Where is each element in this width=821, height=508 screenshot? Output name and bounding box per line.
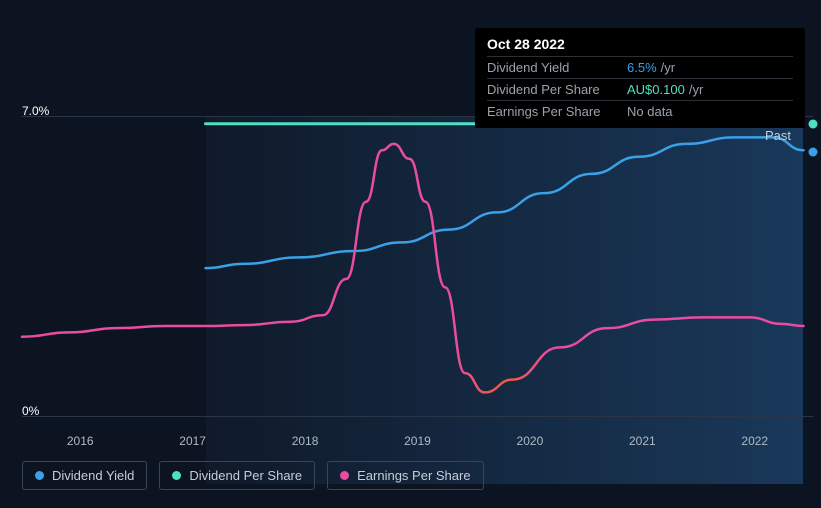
legend-label: Dividend Yield	[52, 468, 134, 483]
legend-label: Earnings Per Share	[357, 468, 470, 483]
chart-legend: Dividend Yield Dividend Per Share Earnings…	[22, 461, 484, 490]
tooltip-row-value: No data	[627, 104, 673, 119]
tooltip-row-unit: /yr	[689, 82, 703, 97]
legend-item-earnings-per-share[interactable]: Earnings Per Share	[327, 461, 483, 490]
tooltip-row-label: Earnings Per Share	[487, 104, 627, 119]
legend-dot-icon	[340, 471, 349, 480]
x-axis-tick: 2019	[361, 434, 473, 448]
x-axis-tick: 2021	[586, 434, 698, 448]
tooltip-row-label: Dividend Per Share	[487, 82, 627, 97]
dividend-chart: 7.0% 0% Past Oct 28 2022 Dividend Yield6…	[0, 0, 821, 508]
legend-item-dividend-per-share[interactable]: Dividend Per Share	[159, 461, 315, 490]
series-end-marker	[809, 148, 818, 157]
x-axis-tick: 2018	[249, 434, 361, 448]
tooltip-row: Earnings Per ShareNo data	[487, 100, 793, 122]
tooltip-row-label: Dividend Yield	[487, 60, 627, 75]
tooltip-row-unit: /yr	[661, 60, 675, 75]
legend-dot-icon	[172, 471, 181, 480]
tooltip-row: Dividend Yield6.5% /yr	[487, 56, 793, 78]
tooltip-row-value: 6.5%	[627, 60, 657, 75]
tooltip-row-value: AU$0.100	[627, 82, 685, 97]
tooltip-row: Dividend Per ShareAU$0.100/yr	[487, 78, 793, 100]
x-axis-tick: 2017	[136, 434, 248, 448]
series-end-marker	[809, 120, 818, 129]
series-line-earnings-per-share	[22, 144, 804, 393]
past-label: Past	[765, 128, 791, 143]
x-axis-tick: 2016	[24, 434, 136, 448]
x-axis-tick: 2022	[699, 434, 811, 448]
tooltip-date: Oct 28 2022	[487, 36, 793, 52]
chart-tooltip: Oct 28 2022 Dividend Yield6.5%/yrDividen…	[475, 28, 805, 128]
series-line-dividend-yield	[206, 137, 804, 268]
x-axis: 2016201720182019202020212022	[22, 434, 813, 448]
legend-dot-icon	[35, 471, 44, 480]
legend-item-dividend-yield[interactable]: Dividend Yield	[22, 461, 147, 490]
x-axis-tick: 2020	[474, 434, 586, 448]
legend-label: Dividend Per Share	[189, 468, 302, 483]
